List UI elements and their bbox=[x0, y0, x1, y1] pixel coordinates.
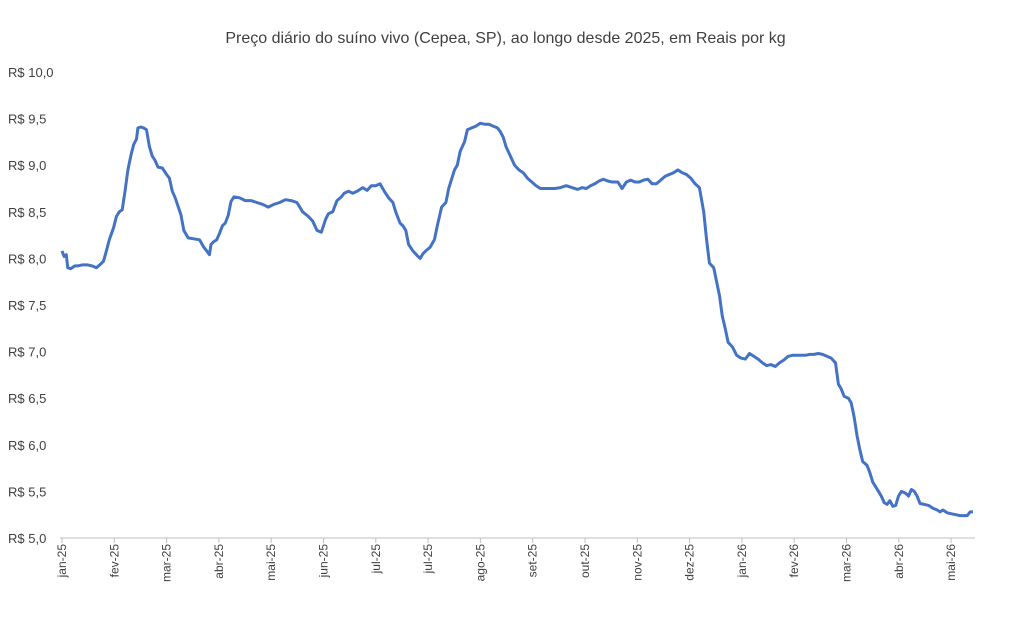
x-tick-label: mar-25 bbox=[160, 544, 174, 582]
x-tick-label: abr-26 bbox=[892, 544, 906, 579]
x-tick-label: fev-26 bbox=[787, 544, 801, 578]
y-tick-label: R$ 5,5 bbox=[8, 484, 46, 499]
x-tick-label: jul-25 bbox=[369, 544, 383, 575]
x-tick-label: fev-25 bbox=[107, 544, 121, 578]
y-tick-label: R$ 7,5 bbox=[8, 298, 46, 313]
x-tick-label: jan-25 bbox=[55, 544, 69, 579]
y-tick-label: R$ 6,0 bbox=[8, 438, 46, 453]
y-tick-label: R$ 9,5 bbox=[8, 112, 46, 127]
x-tick-label: out-25 bbox=[578, 544, 592, 578]
x-tick-label: ago-25 bbox=[473, 544, 487, 582]
x-tick-label: mar-26 bbox=[840, 544, 854, 582]
x-tick-label: dez-25 bbox=[683, 544, 697, 581]
x-axis-ticks: jan-25 fev-25 mar-25 abr-25 mai-25 jun-25 jul-… bbox=[55, 538, 958, 582]
y-tick-label: R$ 6,5 bbox=[8, 391, 46, 406]
chart-title: Preço diário do suíno vivo (Cepea, SP), … bbox=[225, 30, 786, 47]
y-tick-label: R$ 8,5 bbox=[8, 205, 46, 220]
y-tick-label: R$ 7,0 bbox=[8, 345, 46, 360]
x-tick-label: jun-25 bbox=[317, 544, 331, 579]
y-tick-label: R$ 9,0 bbox=[8, 158, 46, 173]
x-tick-label: set-25 bbox=[526, 544, 540, 578]
y-tick-label: R$ 5,0 bbox=[8, 531, 46, 546]
x-tick-label: jul-25 bbox=[421, 544, 435, 575]
x-tick-label: abr-25 bbox=[212, 544, 226, 579]
x-tick-label: jan-26 bbox=[735, 544, 749, 579]
y-axis-ticks: R$ 5,0 R$ 5,5 R$ 6,0 R$ 6,5 R$ 7,0 R$ 7,5 R$ 8… bbox=[8, 65, 54, 546]
y-tick-label: R$ 10,0 bbox=[8, 65, 54, 80]
x-tick-label: nov-25 bbox=[630, 544, 644, 581]
series-line-price bbox=[60, 121, 973, 518]
x-tick-label: mai-25 bbox=[264, 544, 278, 581]
x-tick-label: mai-26 bbox=[944, 544, 958, 581]
y-tick-label: R$ 8,0 bbox=[8, 251, 46, 266]
